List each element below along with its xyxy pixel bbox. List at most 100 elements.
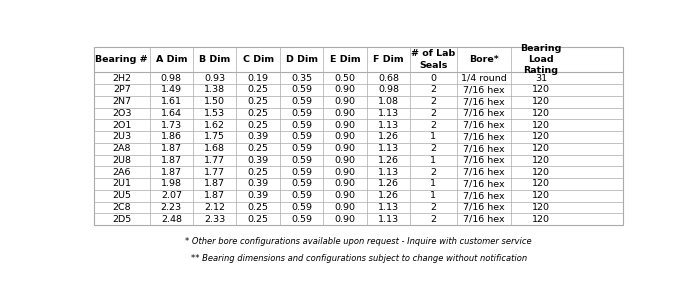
Text: 0.90: 0.90 (335, 121, 356, 130)
Text: 1.73: 1.73 (161, 121, 182, 130)
Text: 0.93: 0.93 (204, 74, 225, 83)
Text: 7/16 hex: 7/16 hex (463, 97, 505, 106)
Text: 7/16 hex: 7/16 hex (463, 179, 505, 188)
Text: 2U1: 2U1 (112, 179, 132, 188)
Text: 31: 31 (535, 74, 547, 83)
Text: 0.59: 0.59 (291, 97, 312, 106)
Text: 1: 1 (430, 179, 436, 188)
Text: 2C8: 2C8 (113, 203, 131, 212)
Text: 2H2: 2H2 (112, 74, 132, 83)
Text: 1.98: 1.98 (161, 179, 182, 188)
Text: 2A6: 2A6 (113, 168, 131, 177)
Text: 2U3: 2U3 (112, 132, 132, 141)
Text: 7/16 hex: 7/16 hex (463, 121, 505, 130)
Text: 120: 120 (532, 144, 550, 153)
Text: 1: 1 (430, 156, 436, 165)
Text: 1.75: 1.75 (204, 132, 225, 141)
Text: 2: 2 (430, 109, 436, 118)
Text: 0.35: 0.35 (291, 74, 312, 83)
Text: 0.19: 0.19 (248, 74, 269, 83)
Text: 7/16 hex: 7/16 hex (463, 168, 505, 177)
Text: 1.87: 1.87 (161, 156, 182, 165)
Text: 7/16 hex: 7/16 hex (463, 132, 505, 141)
Text: 2: 2 (430, 203, 436, 212)
Text: 1.13: 1.13 (378, 203, 399, 212)
Text: 1.26: 1.26 (378, 179, 399, 188)
Text: 1.13: 1.13 (378, 168, 399, 177)
Text: # of Lab
Seals: # of Lab Seals (412, 49, 456, 70)
Text: 1.26: 1.26 (378, 191, 399, 200)
Text: 2.23: 2.23 (161, 203, 182, 212)
Text: * Other bore configurations available upon request - Inquire with customer servi: * Other bore configurations available up… (186, 237, 532, 246)
Text: 1.38: 1.38 (204, 85, 225, 95)
Text: 0.59: 0.59 (291, 156, 312, 165)
Text: 1.62: 1.62 (204, 121, 225, 130)
Text: 1: 1 (430, 191, 436, 200)
Text: 0.90: 0.90 (335, 97, 356, 106)
Text: 120: 120 (532, 191, 550, 200)
Text: 0.25: 0.25 (248, 215, 269, 224)
Text: 120: 120 (532, 215, 550, 224)
Text: 0.90: 0.90 (335, 144, 356, 153)
Text: 0.59: 0.59 (291, 109, 312, 118)
Text: 0.90: 0.90 (335, 132, 356, 141)
Text: 0.90: 0.90 (335, 179, 356, 188)
Text: 7/16 hex: 7/16 hex (463, 203, 505, 212)
Text: 0.59: 0.59 (291, 179, 312, 188)
Text: 1.87: 1.87 (161, 168, 182, 177)
Text: B Dim: B Dim (199, 55, 230, 64)
Text: 2U5: 2U5 (112, 191, 132, 200)
Text: 0.59: 0.59 (291, 215, 312, 224)
Text: E Dim: E Dim (330, 55, 360, 64)
Text: 0: 0 (430, 74, 436, 83)
Text: 2: 2 (430, 144, 436, 153)
Text: 7/16 hex: 7/16 hex (463, 156, 505, 165)
Text: 0.90: 0.90 (335, 191, 356, 200)
Text: 120: 120 (532, 109, 550, 118)
Text: 0.90: 0.90 (335, 203, 356, 212)
Text: 2O1: 2O1 (112, 121, 132, 130)
Text: 0.25: 0.25 (248, 97, 269, 106)
Bar (94, 47, 624, 225)
Text: 0.59: 0.59 (291, 132, 312, 141)
Text: 0.90: 0.90 (335, 85, 356, 95)
Text: 0.59: 0.59 (291, 144, 312, 153)
Text: 0.59: 0.59 (291, 121, 312, 130)
Text: 0.90: 0.90 (335, 215, 356, 224)
Text: 2: 2 (430, 97, 436, 106)
Text: 1.50: 1.50 (204, 97, 225, 106)
Text: 2.48: 2.48 (161, 215, 182, 224)
Text: 1/4 round: 1/4 round (461, 74, 507, 83)
Text: 0.59: 0.59 (291, 203, 312, 212)
Text: 120: 120 (532, 132, 550, 141)
Text: 0.39: 0.39 (248, 132, 269, 141)
Text: 0.59: 0.59 (291, 85, 312, 95)
Text: 0.39: 0.39 (248, 156, 269, 165)
Text: 0.39: 0.39 (248, 191, 269, 200)
Text: 1.86: 1.86 (161, 132, 182, 141)
Text: 1.08: 1.08 (378, 97, 399, 106)
Text: 2A8: 2A8 (113, 144, 131, 153)
Text: 2: 2 (430, 168, 436, 177)
Text: 2: 2 (430, 85, 436, 95)
Text: 0.25: 0.25 (248, 168, 269, 177)
Text: 0.25: 0.25 (248, 85, 269, 95)
Text: 1.26: 1.26 (378, 156, 399, 165)
Text: 7/16 hex: 7/16 hex (463, 191, 505, 200)
Text: 0.68: 0.68 (378, 74, 399, 83)
Text: Bearing
Load
Rating: Bearing Load Rating (520, 44, 561, 75)
Text: C Dim: C Dim (243, 55, 274, 64)
Text: 0.59: 0.59 (291, 168, 312, 177)
Text: D Dim: D Dim (286, 55, 318, 64)
Text: 120: 120 (532, 203, 550, 212)
Text: 7/16 hex: 7/16 hex (463, 85, 505, 95)
Text: 2O3: 2O3 (112, 109, 132, 118)
Text: 1.13: 1.13 (378, 215, 399, 224)
Text: 2: 2 (430, 215, 436, 224)
Text: Bore*: Bore* (469, 55, 499, 64)
Text: 120: 120 (532, 85, 550, 95)
Text: 120: 120 (532, 121, 550, 130)
Text: 0.90: 0.90 (335, 109, 356, 118)
Text: 2N7: 2N7 (112, 97, 132, 106)
Text: 0.90: 0.90 (335, 156, 356, 165)
